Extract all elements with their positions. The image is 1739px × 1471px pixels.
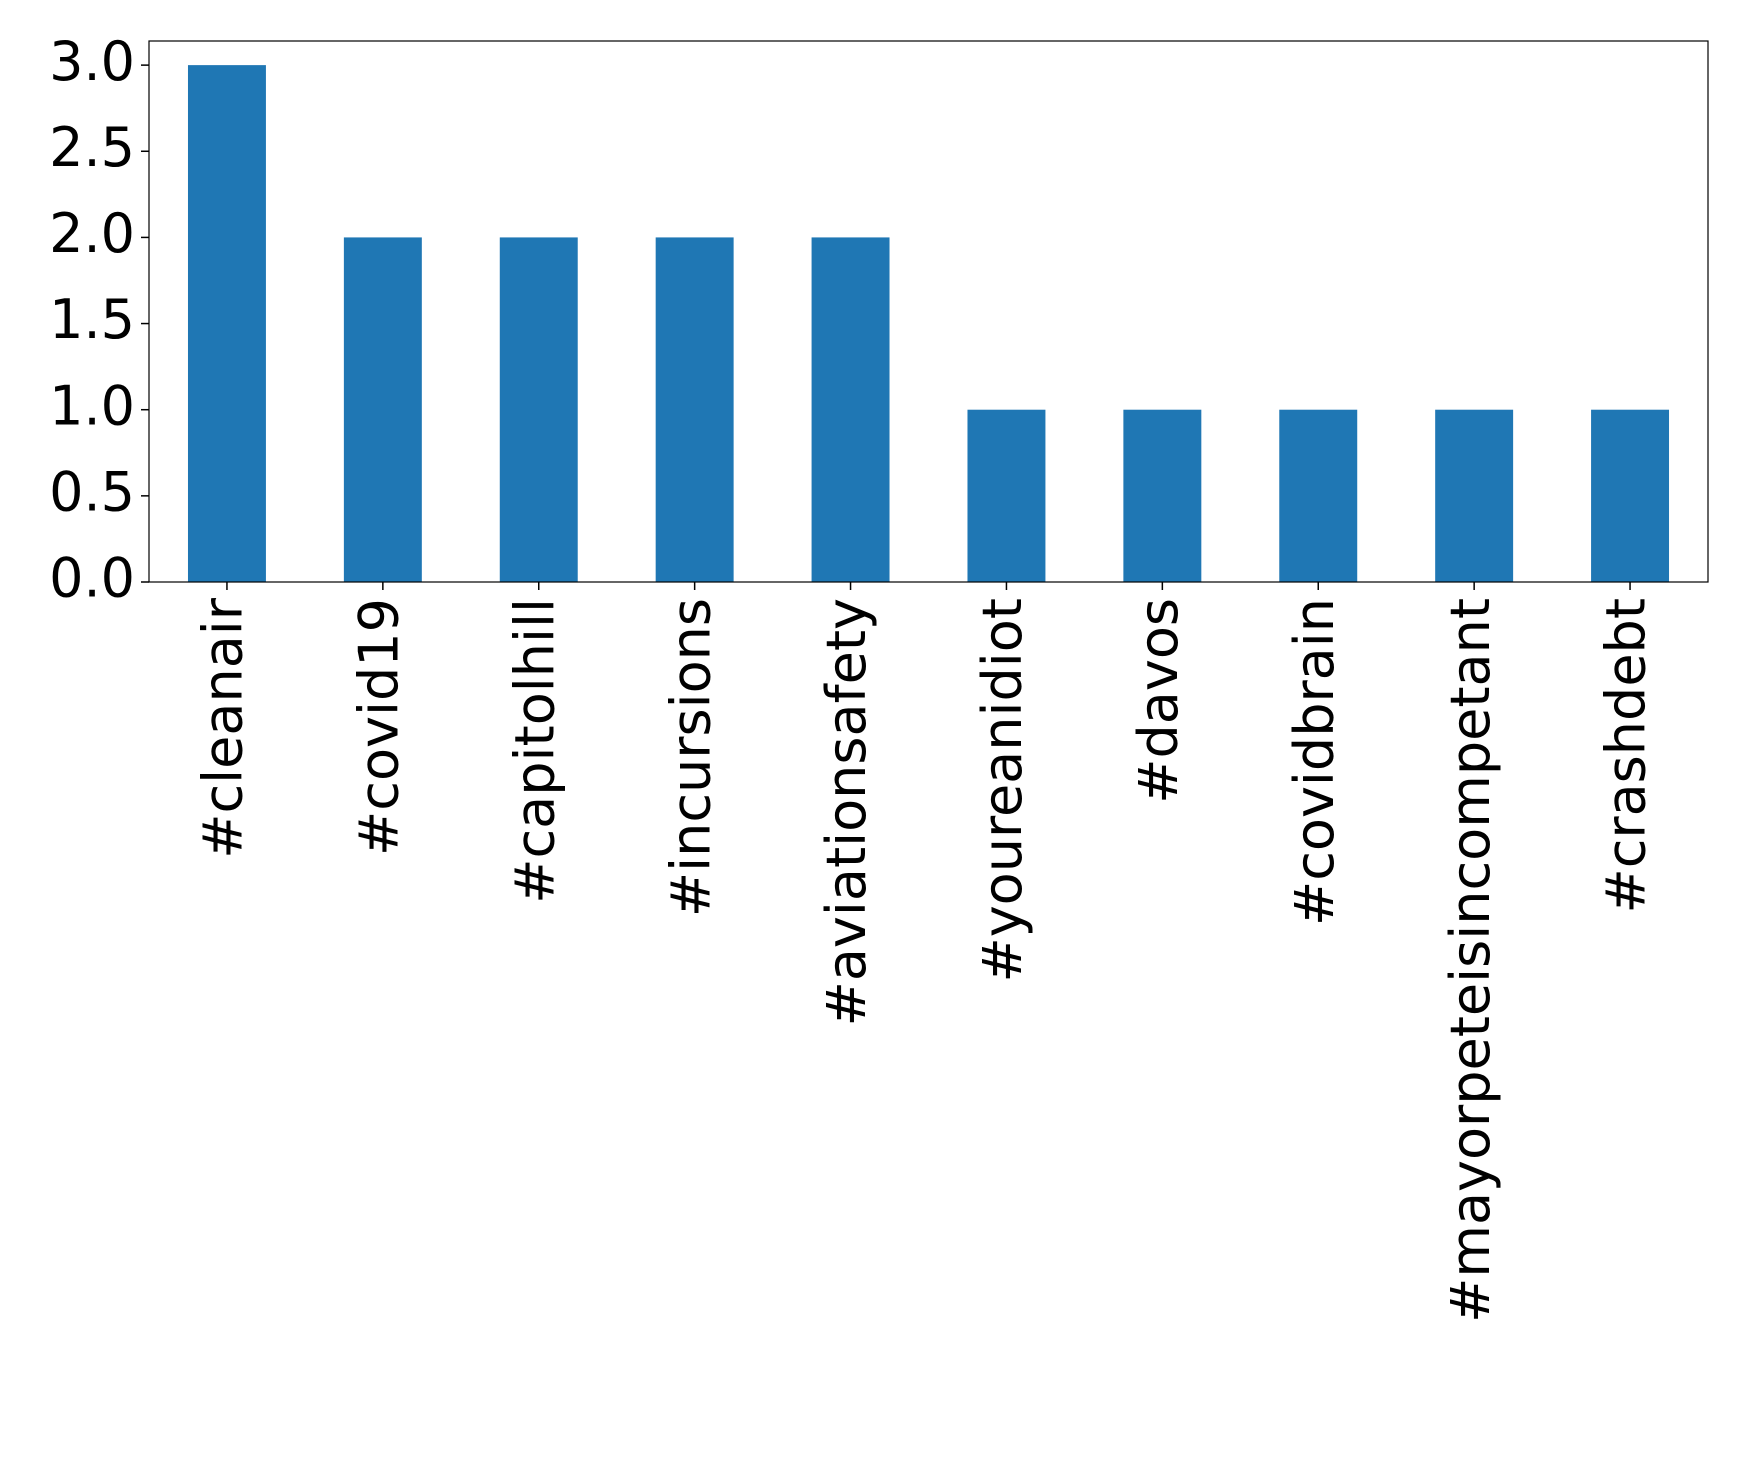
bar [1123, 409, 1202, 582]
x-tick-label: #davos [1127, 598, 1190, 804]
x-tick-label: #covidbrain [1283, 598, 1346, 926]
bar [811, 237, 890, 583]
x-tick-label: #youreanidiot [971, 598, 1034, 983]
bar [967, 409, 1046, 582]
x-tick-label: #crashdebt [1595, 598, 1658, 914]
y-tick-label: 3.0 [49, 30, 135, 93]
y-tick-label: 0.5 [49, 460, 135, 523]
bar [499, 237, 578, 583]
bar [1279, 409, 1358, 582]
x-tick-label: #incursions [659, 598, 722, 917]
bar [655, 237, 734, 583]
axes-frame [148, 40, 1709, 583]
x-tick-label: #mayorpeteisincompetant [1439, 598, 1502, 1323]
y-tick-label: 2.5 [49, 116, 135, 179]
x-tick-label: #capitolhill [503, 598, 566, 904]
bar [1591, 409, 1670, 582]
bar [343, 237, 422, 583]
y-tick-label: 1.5 [49, 288, 135, 351]
x-tick-label: #cleanair [192, 597, 255, 859]
x-tick-label: #aviationsafety [815, 598, 878, 1026]
y-tick-label: 1.0 [49, 374, 135, 437]
y-tick-label: 0.0 [49, 547, 135, 610]
y-tick-label: 2.0 [49, 202, 135, 265]
x-tick-label: #covid19 [347, 598, 410, 856]
bar [187, 65, 266, 582]
bar [1435, 409, 1514, 582]
